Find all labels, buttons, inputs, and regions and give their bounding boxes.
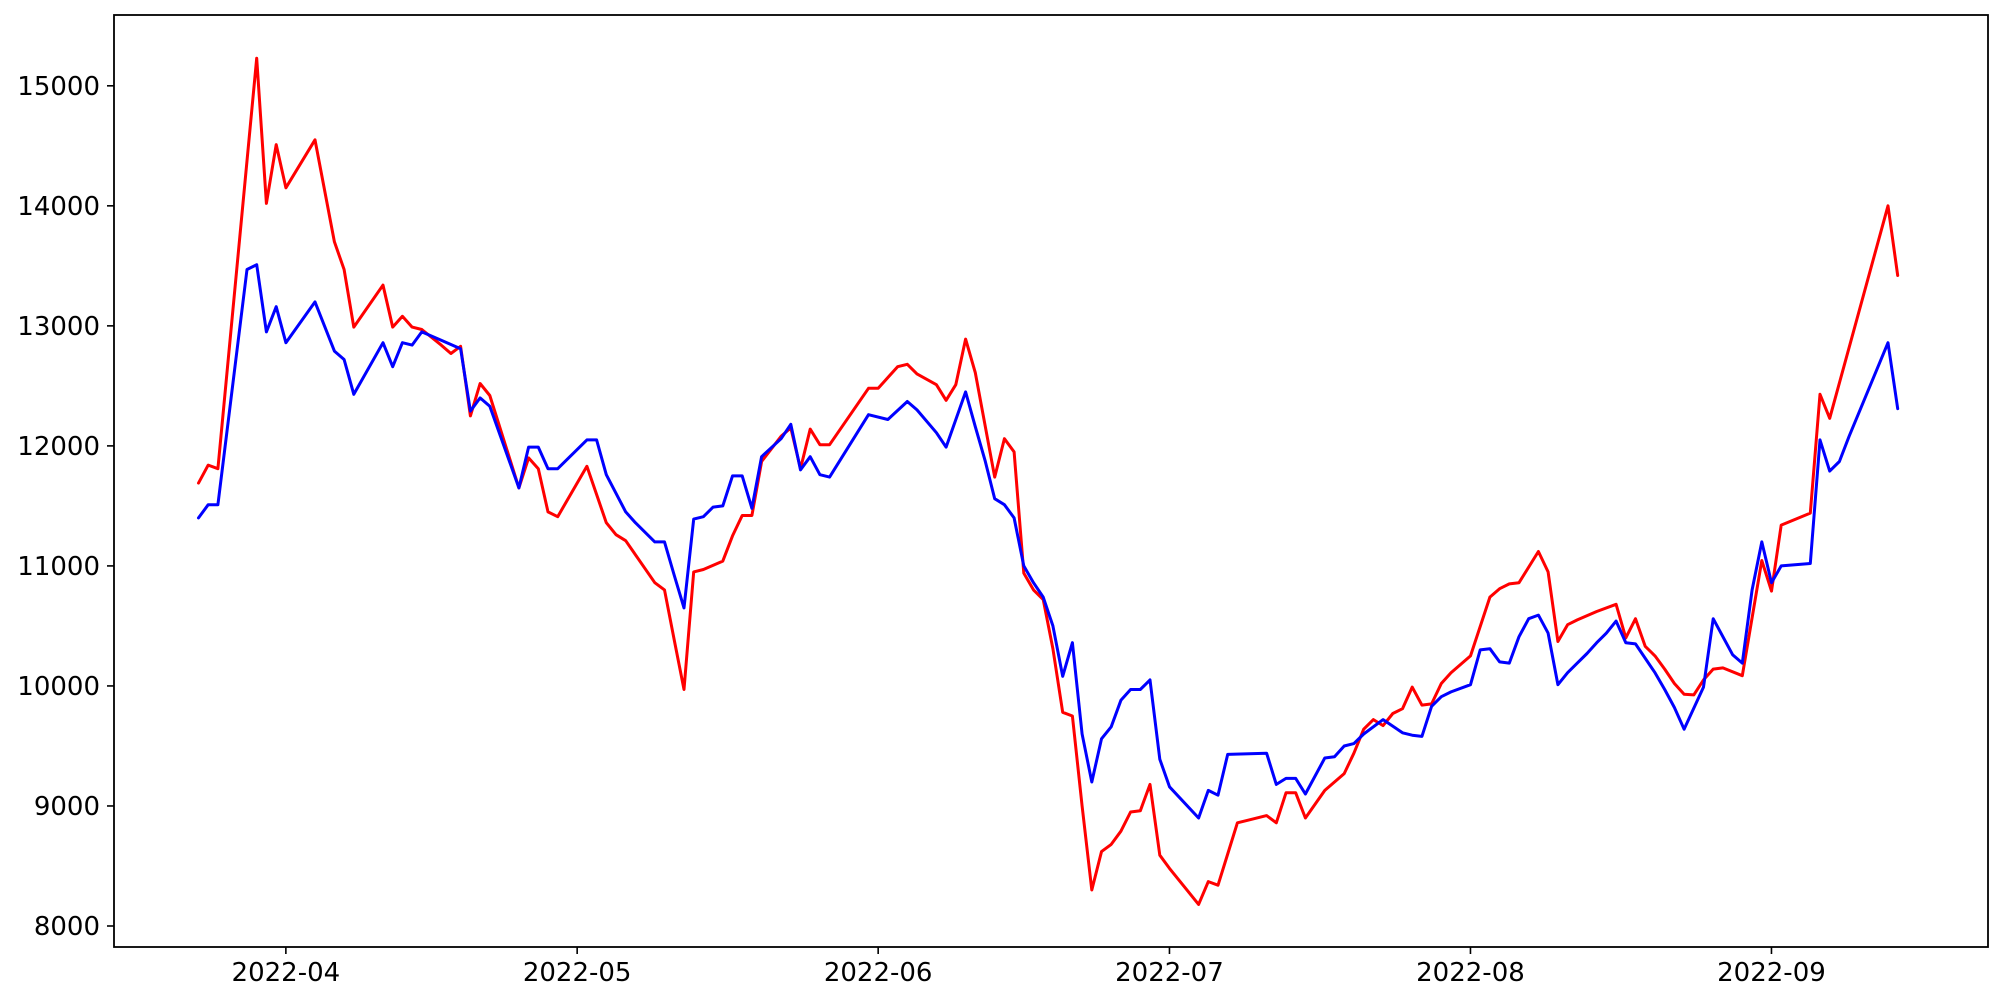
plot-series — [197, 56, 1900, 906]
x-tick-label: 2022-04 — [232, 958, 341, 988]
plot-border — [113, 14, 1989, 948]
x-tick-label: 2022-05 — [523, 958, 632, 988]
y-tick-label: 11000 — [17, 552, 100, 582]
y-tick-label: 9000 — [34, 792, 100, 822]
x-axis-ticks: 2022-04 2022-05 2022-06 2022-07 2022-08 2022-… — [232, 947, 1826, 988]
y-tick-label: 12000 — [17, 432, 100, 462]
y-tick-label: 15000 — [17, 72, 100, 102]
y-tick-label: 14000 — [17, 192, 100, 222]
x-tick-label: 2022-08 — [1416, 958, 1525, 988]
x-tick-label: 2022-06 — [824, 958, 933, 988]
y-axis-ticks: 8000 9000 10000 11000 12000 13000 14000 15000 — [17, 72, 114, 942]
y-tick-label: 10000 — [17, 672, 100, 702]
y-tick-label: 13000 — [17, 312, 100, 342]
blue-series-line — [197, 263, 1900, 820]
x-tick-label: 2022-09 — [1717, 958, 1826, 988]
red-series-line — [197, 56, 1900, 906]
x-tick-label: 2022-07 — [1115, 958, 1224, 988]
y-tick-label: 8000 — [34, 912, 100, 942]
